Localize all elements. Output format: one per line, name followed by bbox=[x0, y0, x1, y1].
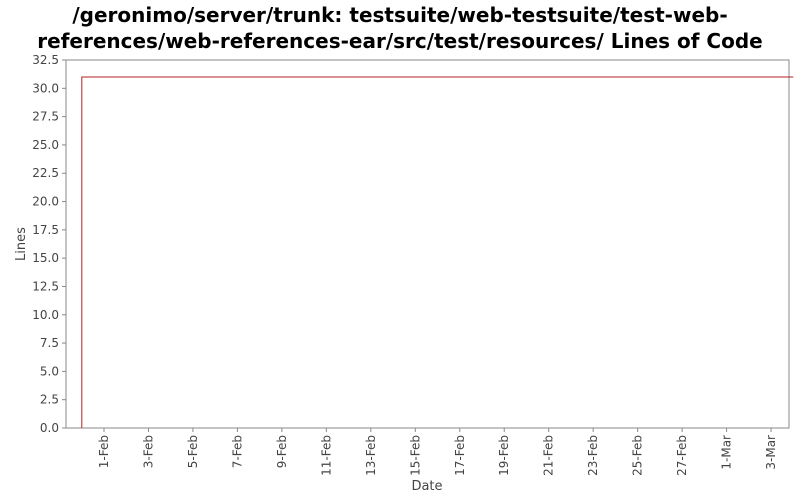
x-tick-label: 1-Mar bbox=[720, 435, 734, 470]
x-tick-label: 3-Mar bbox=[764, 435, 778, 470]
y-tick-label: 0.0 bbox=[40, 421, 59, 435]
x-tick-label: 21-Feb bbox=[542, 435, 556, 476]
y-tick-label: 32.5 bbox=[32, 53, 59, 67]
x-tick-label: 9-Feb bbox=[275, 435, 289, 468]
x-tick-label: 3-Feb bbox=[141, 435, 155, 468]
x-tick-label: 13-Feb bbox=[364, 435, 378, 476]
y-tick-label: 5.0 bbox=[40, 364, 59, 378]
x-axis-label: Date bbox=[411, 479, 442, 494]
y-tick-label: 17.5 bbox=[32, 223, 59, 237]
y-tick-label: 30.0 bbox=[32, 81, 59, 95]
x-tick-label: 27-Feb bbox=[675, 435, 689, 476]
series-line bbox=[81, 76, 794, 428]
y-tick-label: 27.5 bbox=[32, 110, 59, 124]
x-tick-label: 25-Feb bbox=[631, 435, 645, 476]
y-tick-label: 7.5 bbox=[40, 336, 59, 350]
series-layer bbox=[81, 76, 794, 428]
y-axis: 0.0 2.5 5.0 7.5 10.0 12.5 15.0 17.5 20.0 22.5 25.0… bbox=[32, 53, 66, 435]
chart-title: /geronimo/server/trunk: testsuite/web-te… bbox=[37, 3, 763, 53]
x-tick-label: 11-Feb bbox=[319, 435, 333, 476]
y-tick-label: 25.0 bbox=[32, 138, 59, 152]
x-tick-label: 17-Feb bbox=[453, 435, 467, 476]
plot-area bbox=[65, 59, 790, 429]
y-tick-label: 12.5 bbox=[32, 279, 59, 293]
x-axis: 1-Feb 3-Feb 5-Feb 7-Feb 9-Feb 11-Feb 13-Feb 15-… bbox=[97, 428, 778, 476]
x-tick-label: 5-Feb bbox=[186, 435, 200, 468]
x-tick-label: 1-Feb bbox=[97, 435, 111, 468]
y-tick-label: 10.0 bbox=[32, 308, 59, 322]
y-tick-label: 20.0 bbox=[32, 195, 59, 209]
y-tick-label: 22.5 bbox=[32, 166, 59, 180]
y-tick-label: 15.0 bbox=[32, 251, 59, 265]
x-tick-label: 7-Feb bbox=[230, 435, 244, 468]
y-tick-label: 2.5 bbox=[40, 393, 59, 407]
x-tick-label: 15-Feb bbox=[408, 435, 422, 476]
y-axis-label: Lines bbox=[14, 227, 29, 261]
x-tick-label: 19-Feb bbox=[497, 435, 511, 476]
x-tick-label: 23-Feb bbox=[586, 435, 600, 476]
